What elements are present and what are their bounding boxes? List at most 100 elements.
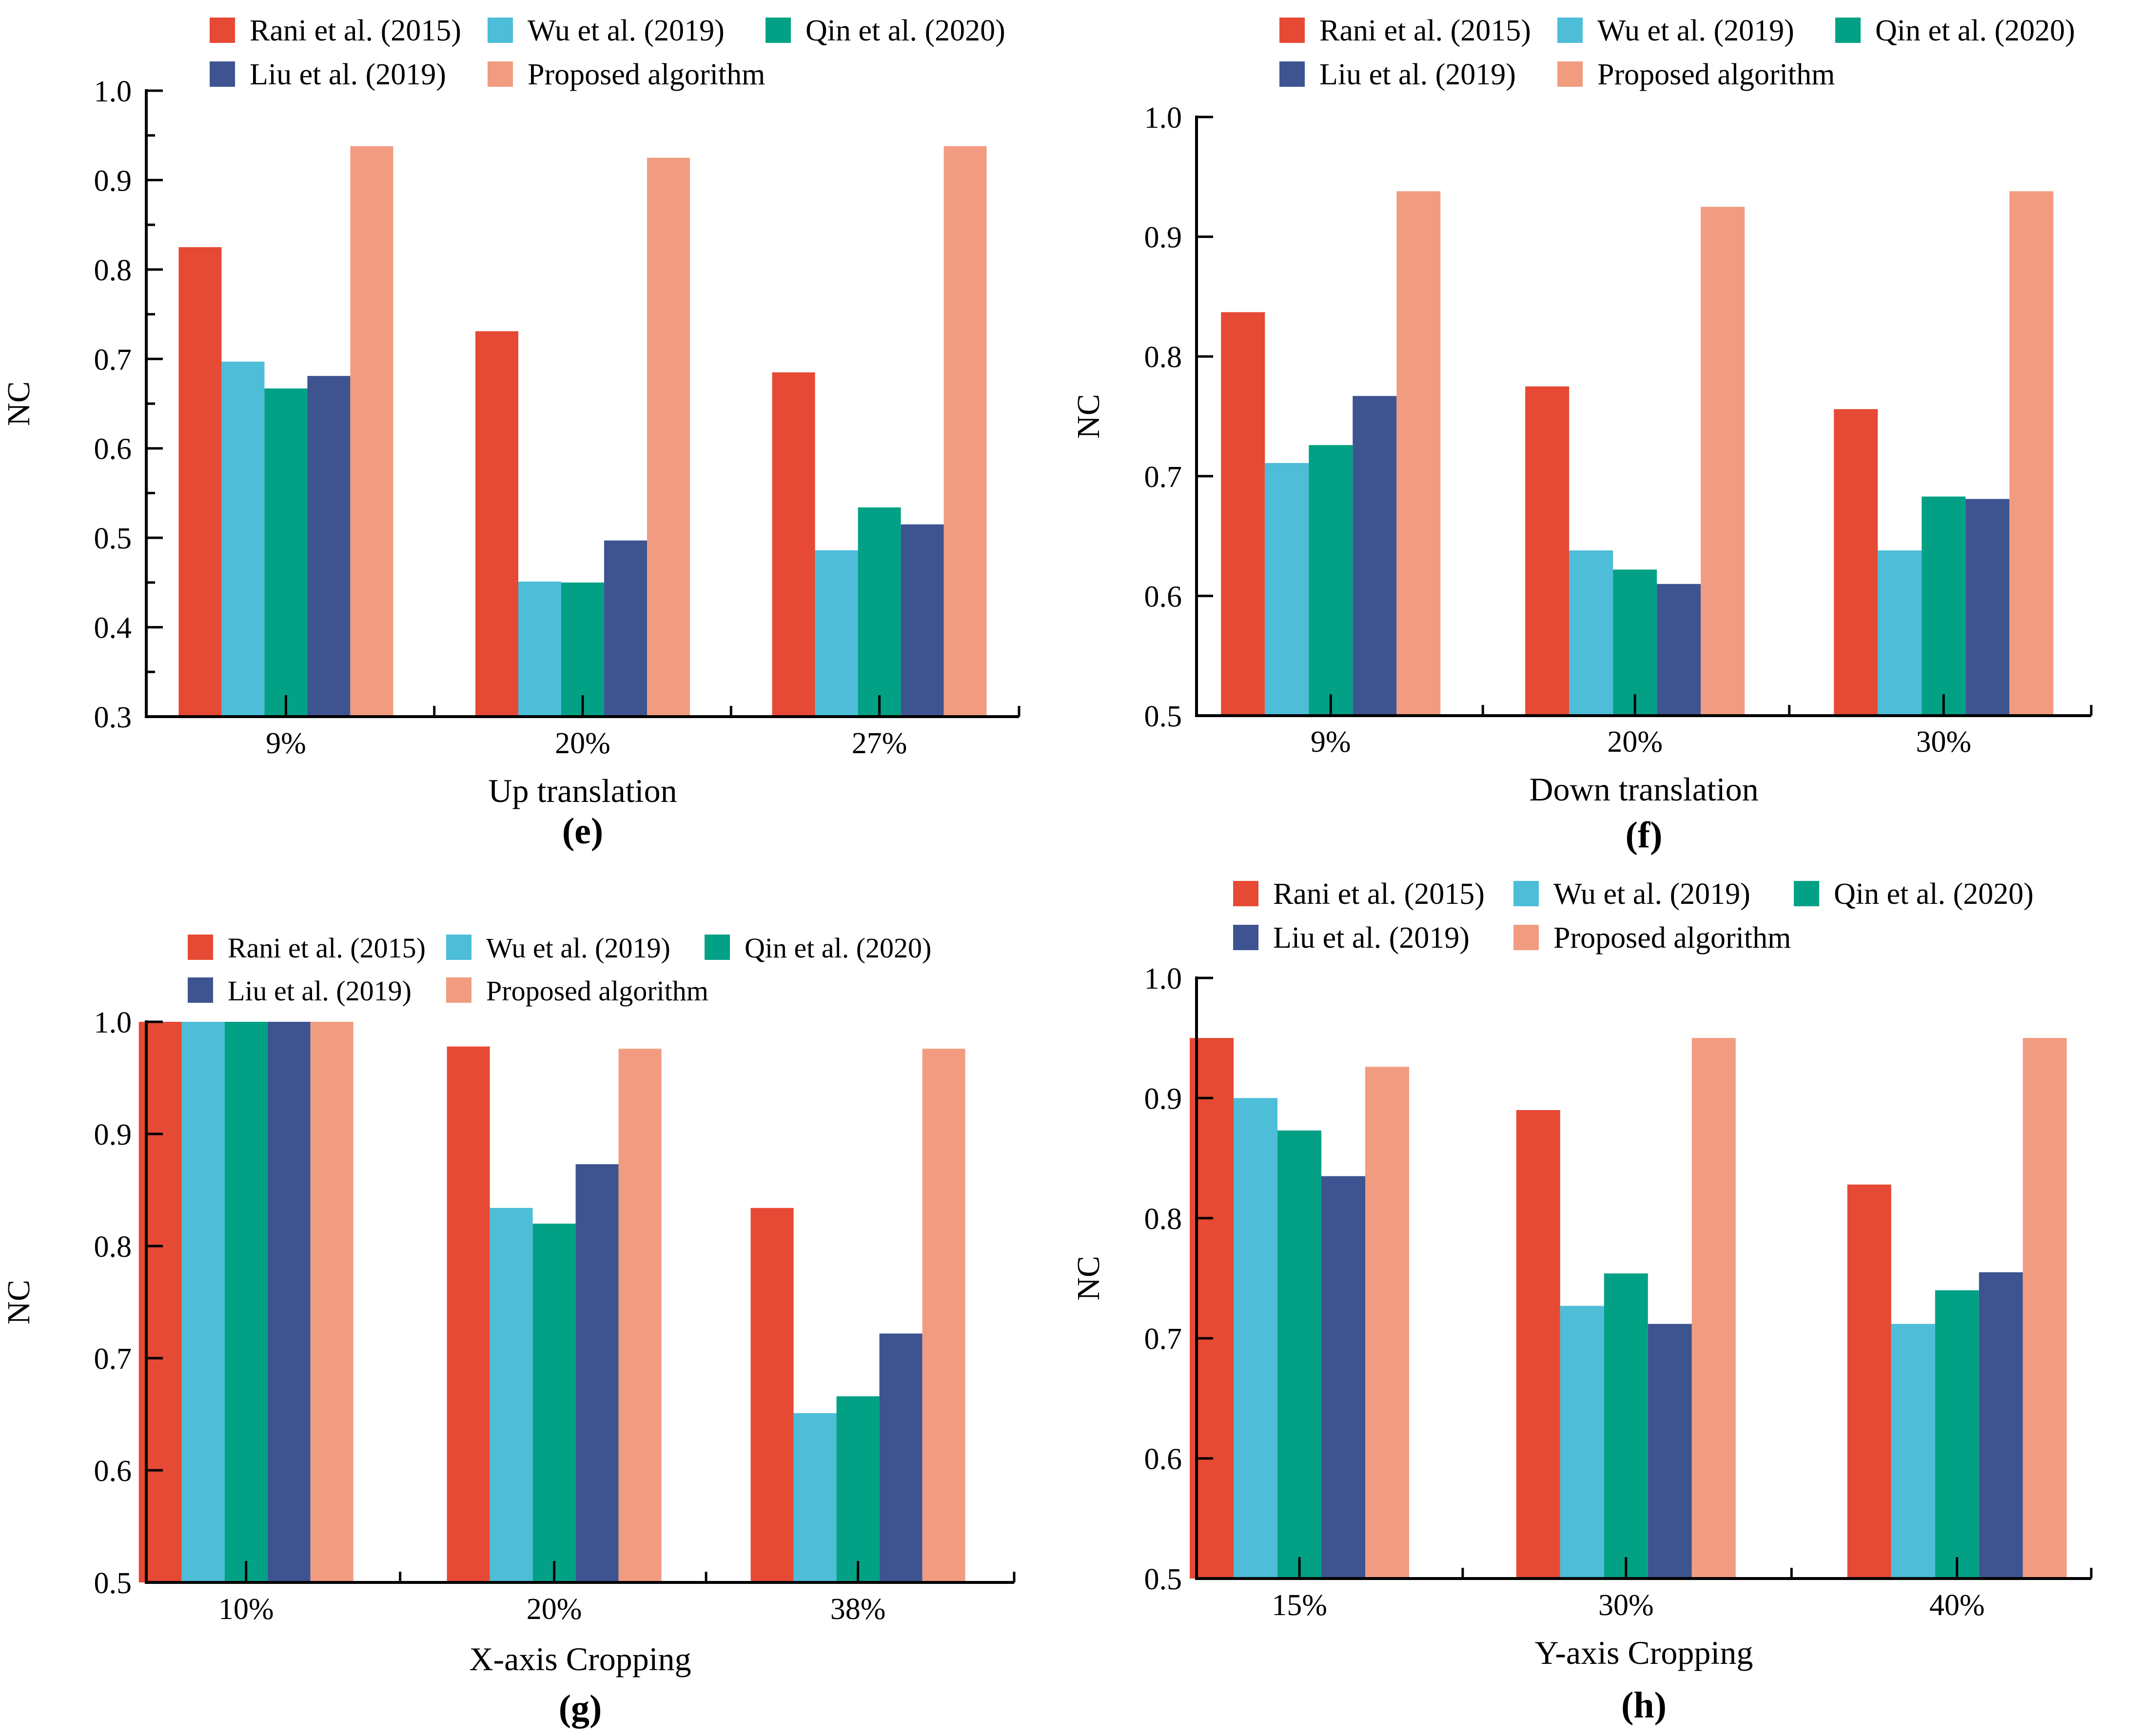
chart-panel-e: 1.0 0.9 0.8 0.7 0.6 0.5 0.4 0.3 9% 20% 27% Up trans… [0, 0, 1070, 868]
bar-f-9%-s0 [1221, 312, 1265, 716]
y-tick-label: 0.7 [94, 1343, 132, 1376]
bar-f-9%-s2 [1309, 445, 1353, 716]
legend: Rani et al. (2015) Wu et al. (2019) Qin et… [210, 14, 1005, 91]
bar-e-9%-s1 [221, 361, 265, 717]
legend-swatch [1794, 881, 1819, 906]
bar-h-30%-s4 [1691, 1038, 1736, 1579]
bar-g-20%-s1 [490, 1208, 533, 1582]
bar-f-30%-s4 [2009, 191, 2054, 716]
y-tick-label: 0.8 [94, 254, 132, 287]
legend-swatch [488, 18, 513, 43]
legend: Rani et al. (2015) Wu et al. (2019) Qin et… [188, 932, 931, 1007]
bar-g-20%-s2 [532, 1224, 576, 1582]
legend-swatch [705, 935, 730, 960]
chart-panel-g: 1.0 0.9 0.8 0.7 0.6 0.5 10% 20% 38% X-axis Croppi… [0, 868, 1070, 1736]
y-tick-label: 0.6 [1144, 1443, 1182, 1476]
legend-label: Rani et al. (2015) [1319, 14, 1531, 47]
legend-swatch [1279, 61, 1305, 87]
bar-g-38%-s1 [793, 1413, 837, 1582]
category-labels: 15% 30% 40% [1272, 1589, 1984, 1622]
bar-h-30%-s0 [1516, 1110, 1560, 1579]
panel-caption: (h) [1621, 1685, 1667, 1726]
y-tick-label: 1.0 [94, 75, 132, 108]
legend-label: Proposed algorithm [486, 975, 708, 1007]
category-labels: 9% 20% 27% [266, 727, 907, 760]
y-tick-label: 0.5 [1144, 1563, 1182, 1596]
y-tick-label: 0.5 [94, 1567, 132, 1600]
y-axis-title: NC [1, 1280, 37, 1325]
bars [178, 146, 987, 717]
legend: Rani et al. (2015) Wu et al. (2019) Qin et… [1279, 14, 2075, 91]
bar-h-40%-s4 [2022, 1038, 2067, 1579]
legend-swatch [1279, 18, 1305, 43]
legend-swatch [1233, 925, 1258, 950]
y-tick-label: 0.8 [1144, 1203, 1182, 1236]
y-tick-label: 1.0 [94, 1006, 132, 1039]
bar-h-40%-s1 [1891, 1324, 1935, 1579]
legend-label: Wu et al. (2019) [1553, 878, 1750, 911]
bar-g-20%-s0 [447, 1046, 490, 1582]
x-category-label: 20% [1607, 725, 1663, 759]
y-tick-label: 1.0 [1144, 101, 1182, 135]
legend-swatch [446, 977, 471, 1003]
y-ticks: 1.0 0.9 0.8 0.7 0.6 0.5 [1144, 101, 1213, 733]
legend-label: Rani et al. (2015) [250, 14, 461, 47]
axes [1195, 116, 2091, 717]
bar-f-20%-s3 [1657, 584, 1701, 716]
bar-g-38%-s3 [879, 1333, 923, 1582]
legend-label: Proposed algorithm [1553, 921, 1791, 955]
bar-h-30%-s2 [1604, 1273, 1648, 1579]
chart-canvas-f: 1.0 0.9 0.8 0.7 0.6 0.5 9% 20% 30% Down translati… [1071, 14, 2093, 856]
legend-swatch [488, 61, 513, 87]
y-tick-label: 0.5 [94, 522, 132, 555]
bars [1190, 1038, 2067, 1579]
bar-f-20%-s4 [1701, 207, 1745, 716]
bar-f-20%-s1 [1569, 550, 1613, 716]
legend-label: Qin et al. (2020) [1834, 878, 2034, 911]
x-axis-title: X-axis Cropping [469, 1640, 691, 1677]
bar-e-27%-s3 [901, 524, 944, 717]
legend-label: Qin et al. (2020) [805, 14, 1005, 47]
y-tick-label: 0.9 [1144, 221, 1182, 254]
legend-swatch [766, 18, 791, 43]
y-tick-label: 0.8 [94, 1230, 132, 1264]
y-axis-title: NC [1071, 1256, 1106, 1301]
legend-label: Liu et al. (2019) [1273, 921, 1470, 955]
legend-swatch [210, 61, 235, 87]
panel-caption: (e) [562, 811, 603, 852]
x-category-label: 30% [1598, 1589, 1654, 1622]
y-ticks: 1.0 0.9 0.8 0.7 0.6 0.5 [1144, 962, 1213, 1596]
x-axis-title: Y-axis Cropping [1535, 1634, 1753, 1671]
y-axis-title: NC [1, 381, 37, 426]
bar-e-20%-s3 [604, 540, 647, 717]
bar-g-38%-s2 [836, 1396, 880, 1582]
chart-canvas-g: 1.0 0.9 0.8 0.7 0.6 0.5 10% 20% 38% X-axis Croppi… [1, 932, 1016, 1729]
panel-caption: (g) [559, 1688, 602, 1729]
chart-canvas-h: 1.0 0.9 0.8 0.7 0.6 0.5 15% 30% 40% Y-axis Croppi… [1071, 878, 2093, 1726]
y-tick-label: 0.3 [94, 701, 132, 734]
legend-swatch [1557, 18, 1583, 43]
bar-f-9%-s3 [1353, 396, 1397, 716]
bar-h-30%-s3 [1648, 1324, 1692, 1579]
y-tick-label: 0.7 [1144, 1323, 1182, 1356]
y-axis-title: NC [1071, 394, 1106, 439]
x-category-label: 38% [830, 1593, 886, 1626]
bar-e-9%-s4 [350, 146, 393, 717]
bar-e-20%-s0 [475, 331, 518, 717]
y-tick-label: 0.7 [94, 343, 132, 376]
bar-h-40%-s2 [1935, 1290, 1979, 1579]
y-tick-label: 0.6 [94, 433, 132, 466]
legend-swatch [210, 18, 235, 43]
x-ticks [1329, 694, 2093, 716]
panel-caption: (f) [1626, 815, 1663, 856]
legend-label: Wu et al. (2019) [528, 14, 725, 47]
bar-g-10%-s4 [310, 1022, 353, 1582]
x-ticks [245, 1561, 1016, 1582]
bar-e-20%-s2 [561, 582, 604, 717]
bar-h-15%-s1 [1234, 1098, 1278, 1579]
bar-f-20%-s0 [1525, 386, 1570, 716]
legend-swatch [1513, 881, 1539, 906]
x-category-label: 20% [555, 727, 610, 760]
bar-f-30%-s2 [1922, 496, 1966, 716]
x-category-label: 30% [1916, 725, 1971, 759]
